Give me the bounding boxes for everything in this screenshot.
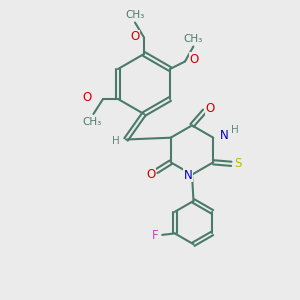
Text: O: O bbox=[146, 168, 155, 181]
Text: F: F bbox=[152, 229, 159, 242]
Text: H: H bbox=[231, 125, 239, 135]
Text: O: O bbox=[130, 30, 140, 44]
Text: S: S bbox=[234, 157, 242, 170]
Text: CH₃: CH₃ bbox=[125, 10, 145, 20]
Text: N: N bbox=[220, 129, 229, 142]
Text: CH₃: CH₃ bbox=[82, 117, 101, 128]
Text: H: H bbox=[112, 136, 119, 146]
Text: O: O bbox=[189, 52, 199, 66]
Text: O: O bbox=[82, 91, 91, 104]
Text: N: N bbox=[184, 169, 193, 182]
Text: CH₃: CH₃ bbox=[184, 34, 203, 44]
Text: O: O bbox=[206, 101, 214, 115]
